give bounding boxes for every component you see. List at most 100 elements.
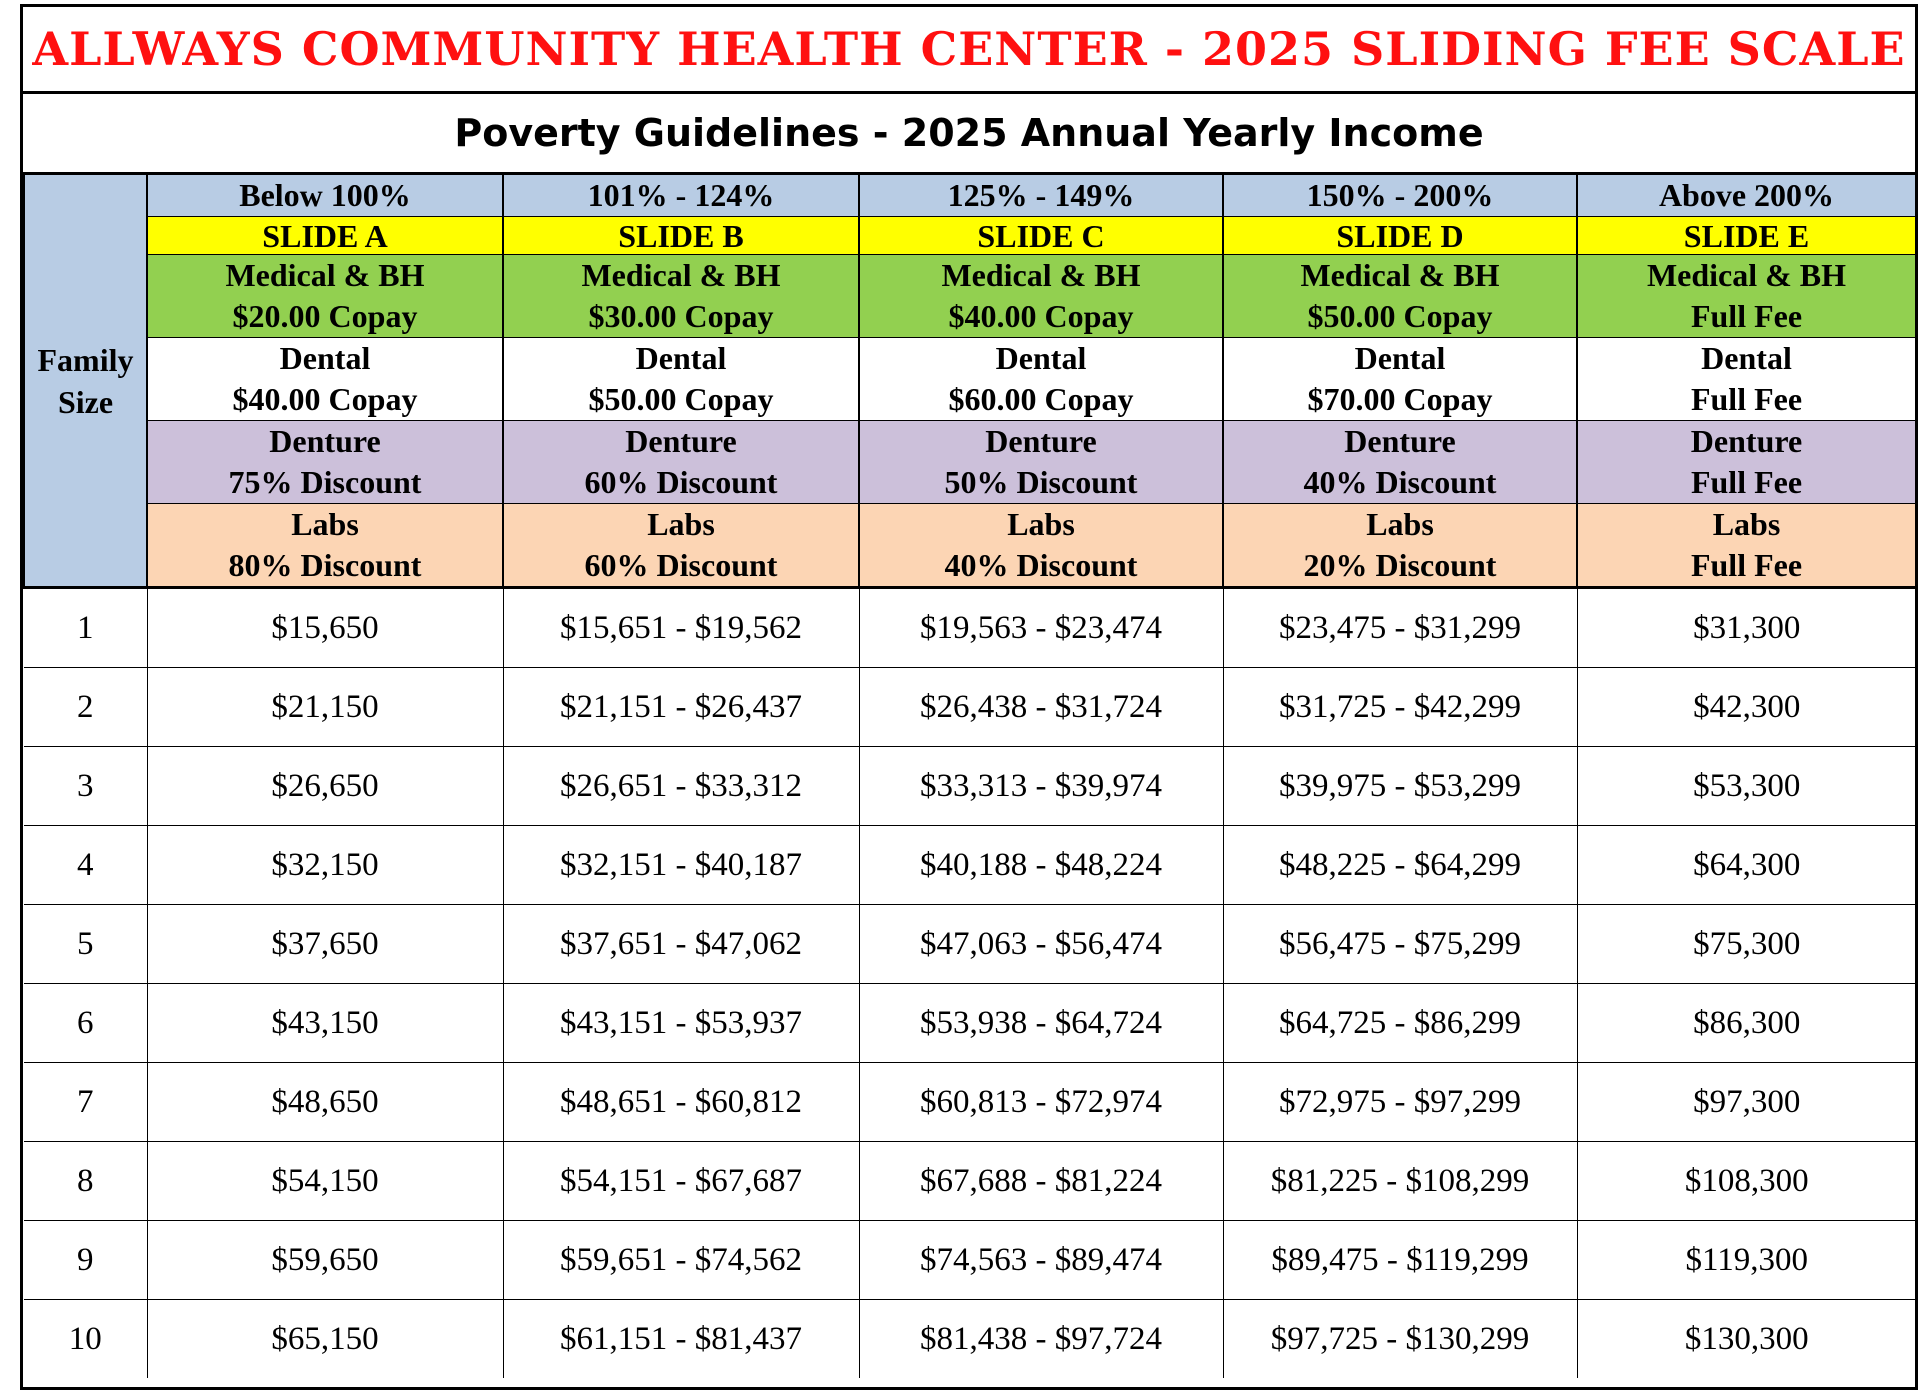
- slide-label-d: SLIDE D: [1222, 216, 1578, 255]
- header-row-slide: SLIDE A SLIDE B SLIDE C SLIDE D SLIDE E: [24, 216, 1917, 255]
- poverty-guidelines-subtitle: Poverty Guidelines - 2025 Annual Yearly …: [23, 94, 1915, 175]
- slide-d-income-cell: $39,975 - $53,299: [1222, 746, 1578, 826]
- dental-fee: Full Fee: [1690, 381, 1803, 417]
- slide-e-income-cell: $119,300: [1576, 1220, 1916, 1300]
- denture-cell-e: Denture Full Fee: [1576, 420, 1917, 504]
- slide-d-income-cell: $23,475 - $31,299: [1222, 587, 1578, 668]
- slide-d-income-cell: $48,225 - $64,299: [1222, 825, 1578, 905]
- denture-fee: 75% Discount: [228, 464, 422, 500]
- labs-fee: 60% Discount: [584, 547, 778, 583]
- sliding-fee-table: Family Size Below 100% 101% - 124% 125% …: [23, 175, 1917, 1378]
- labs-cell-e: Labs Full Fee: [1576, 503, 1917, 589]
- slide-c-income-cell: $47,063 - $56,474: [858, 904, 1224, 984]
- family-size-cell: 2: [24, 667, 148, 747]
- slide-b-income-cell: $32,151 - $40,187: [502, 825, 860, 905]
- fee-scale-sheet: ALLWAYS COMMUNITY HEALTH CENTER - 2025 S…: [20, 4, 1918, 1390]
- medical-fee: $50.00 Copay: [1307, 298, 1493, 334]
- medical-label: Medical & BH: [1300, 257, 1500, 293]
- family-size-label-line-2: Size: [57, 383, 114, 420]
- slide-e-income-cell: $86,300: [1576, 983, 1916, 1063]
- family-size-label-line-1: Family: [37, 341, 134, 378]
- slide-c-income-cell: $40,188 - $48,224: [858, 825, 1224, 905]
- slide-e-income-cell: $42,300: [1576, 667, 1916, 747]
- slide-c-income-cell: $26,438 - $31,724: [858, 667, 1224, 747]
- family-size-cell: 6: [24, 983, 148, 1063]
- slide-c-income-cell: $81,438 - $97,724: [858, 1299, 1224, 1378]
- family-size-cell: 8: [24, 1141, 148, 1221]
- denture-fee: 50% Discount: [944, 464, 1138, 500]
- table-row: 3 $26,650 $26,651 - $33,312 $33,313 - $39,9…: [24, 746, 1916, 826]
- range-header-a: Below 100%: [146, 175, 504, 217]
- slide-b-income-cell: $43,151 - $53,937: [502, 983, 860, 1063]
- slide-b-income-cell: $15,651 - $19,562: [502, 587, 860, 668]
- denture-fee: 40% Discount: [1303, 464, 1497, 500]
- table-row: 5 $37,650 $37,651 - $47,062 $47,063 - $56,4…: [24, 904, 1916, 984]
- slide-c-income-cell: $67,688 - $81,224: [858, 1141, 1224, 1221]
- denture-label: Denture: [1344, 423, 1456, 459]
- header-row-denture: Denture 75% Discount Denture 60% Discount …: [24, 420, 1917, 504]
- family-size-cell: 10: [24, 1299, 148, 1378]
- medical-label: Medical & BH: [1646, 257, 1847, 293]
- slide-a-income-cell: $54,150: [146, 1141, 504, 1221]
- header-row-labs: Labs 80% Discount Labs 60% Discount Labs 40…: [24, 503, 1917, 589]
- labs-fee: Full Fee: [1690, 547, 1803, 583]
- medical-cell-d: Medical & BH $50.00 Copay: [1222, 254, 1578, 338]
- family-size-cell: 5: [24, 904, 148, 984]
- labs-cell-a: Labs 80% Discount: [146, 503, 504, 589]
- header-row-medical: Medical & BH $20.00 Copay Medical & BH $30…: [24, 254, 1917, 338]
- medical-label: Medical & BH: [941, 257, 1141, 293]
- family-size-cell: 9: [24, 1220, 148, 1300]
- table-row: 4 $32,150 $32,151 - $40,187 $40,188 - $48,2…: [24, 825, 1916, 905]
- header-row-poverty-range: Family Size Below 100% 101% - 124% 125% …: [23, 175, 1917, 589]
- medical-label: Medical & BH: [581, 257, 781, 293]
- range-header-c: 125% - 149%: [858, 175, 1224, 217]
- slide-b-income-cell: $54,151 - $67,687: [502, 1141, 860, 1221]
- medical-fee: $40.00 Copay: [948, 298, 1134, 334]
- slide-a-income-cell: $65,150: [146, 1299, 504, 1378]
- slide-label-c: SLIDE C: [858, 216, 1224, 255]
- denture-cell-a: Denture 75% Discount: [146, 420, 504, 504]
- slide-a-income-cell: $59,650: [146, 1220, 504, 1300]
- slide-e-income-cell: $97,300: [1576, 1062, 1916, 1142]
- medical-cell-e: Medical & BH Full Fee: [1576, 254, 1917, 338]
- dental-cell-a: Dental $40.00 Copay: [146, 337, 504, 421]
- table-row: 10 $65,150 $61,151 - $81,437 $81,438 - $97,…: [24, 1299, 1916, 1378]
- slide-d-income-cell: $31,725 - $42,299: [1222, 667, 1578, 747]
- dental-fee: $40.00 Copay: [232, 381, 418, 417]
- slide-b-income-cell: $59,651 - $74,562: [502, 1220, 860, 1300]
- income-table-body: 1 $15,650 $15,651 - $19,562 $19,563 - $23,4…: [24, 587, 1916, 1378]
- table-row: 7 $48,650 $48,651 - $60,812 $60,813 - $72,9…: [24, 1062, 1916, 1142]
- family-size-cell: 7: [24, 1062, 148, 1142]
- dental-fee: $50.00 Copay: [588, 381, 774, 417]
- labs-cell-c: Labs 40% Discount: [858, 503, 1224, 589]
- slide-a-income-cell: $21,150: [146, 667, 504, 747]
- slide-d-income-cell: $64,725 - $86,299: [1222, 983, 1578, 1063]
- slide-label-e: SLIDE E: [1576, 216, 1917, 255]
- dental-cell-c: Dental $60.00 Copay: [858, 337, 1224, 421]
- table-row: 6 $43,150 $43,151 - $53,937 $53,938 - $64,7…: [24, 983, 1916, 1063]
- medical-cell-b: Medical & BH $30.00 Copay: [502, 254, 860, 338]
- labs-fee: 40% Discount: [944, 547, 1138, 583]
- family-size-cell: 3: [24, 746, 148, 826]
- medical-fee: Full Fee: [1690, 298, 1803, 334]
- dental-fee: $60.00 Copay: [948, 381, 1134, 417]
- denture-fee: Full Fee: [1690, 464, 1803, 500]
- denture-cell-d: Denture 40% Discount: [1222, 420, 1578, 504]
- slide-e-income-cell: $108,300: [1576, 1141, 1916, 1221]
- medical-label: Medical & BH: [225, 257, 425, 293]
- family-size-cell: 1: [24, 587, 148, 668]
- dental-label: Dental: [279, 340, 371, 376]
- slide-e-income-cell: $130,300: [1576, 1299, 1916, 1378]
- medical-cell-c: Medical & BH $40.00 Copay: [858, 254, 1224, 338]
- slide-a-income-cell: $43,150: [146, 983, 504, 1063]
- denture-label: Denture: [269, 423, 381, 459]
- labs-label: Labs: [1366, 506, 1434, 542]
- labs-label: Labs: [647, 506, 715, 542]
- table-row: 1 $15,650 $15,651 - $19,562 $19,563 - $23,4…: [24, 587, 1916, 668]
- slide-d-income-cell: $97,725 - $130,299: [1222, 1299, 1578, 1378]
- slide-e-income-cell: $75,300: [1576, 904, 1916, 984]
- slide-e-income-cell: $53,300: [1576, 746, 1916, 826]
- dental-label: Dental: [635, 340, 727, 376]
- header-row-dental: Dental $40.00 Copay Dental $50.00 Copay De…: [24, 337, 1917, 421]
- slide-d-income-cell: $72,975 - $97,299: [1222, 1062, 1578, 1142]
